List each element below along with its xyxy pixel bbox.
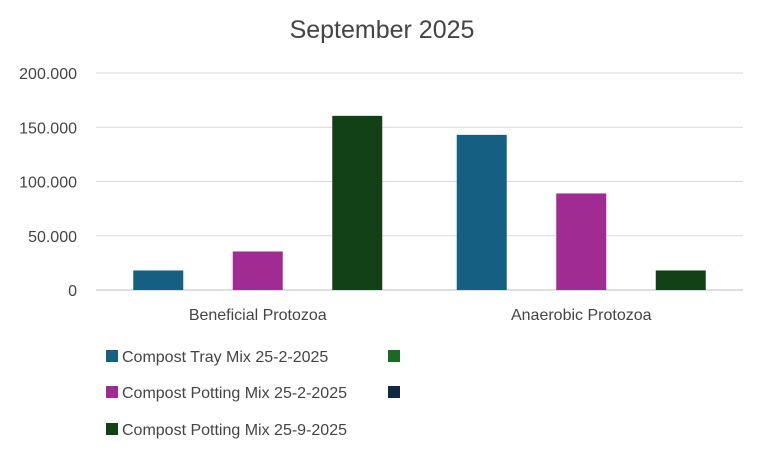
y-tick-label: 50.000 — [28, 229, 77, 246]
legend: Compost Tray Mix 25-2-2025 Compost Pottin… — [106, 349, 400, 439]
legend-label: Compost Potting Mix 25-9-2025 — [122, 422, 347, 439]
legend-swatch — [106, 386, 118, 398]
bar — [456, 134, 507, 290]
legend-swatch — [106, 423, 118, 435]
gridlines — [96, 72, 743, 291]
y-axis-ticks: 0 50.000 100.000 150.000 200.000 — [19, 66, 77, 300]
bar — [556, 193, 607, 290]
y-tick-label: 150.000 — [19, 120, 77, 137]
y-tick-label: 200.000 — [19, 66, 77, 83]
legend-swatch — [388, 350, 400, 362]
y-tick-label: 100.000 — [19, 175, 77, 192]
chart-title: September 2025 — [290, 16, 475, 44]
y-tick-label: 0 — [68, 283, 77, 300]
bar — [655, 270, 706, 290]
legend-label: Compost Potting Mix 25-2-2025 — [122, 385, 347, 402]
category-labels: Beneficial Protozoa Anaerobic Protozoa — [189, 307, 652, 324]
category-label: Beneficial Protozoa — [189, 307, 327, 324]
bar — [133, 270, 184, 290]
bars — [133, 115, 706, 290]
category-label: Anaerobic Protozoa — [511, 307, 652, 324]
bar — [232, 251, 283, 290]
legend-swatch — [388, 386, 400, 398]
legend-label: Compost Tray Mix 25-2-2025 — [122, 349, 328, 366]
legend-swatch — [106, 350, 118, 362]
bar — [332, 115, 383, 290]
